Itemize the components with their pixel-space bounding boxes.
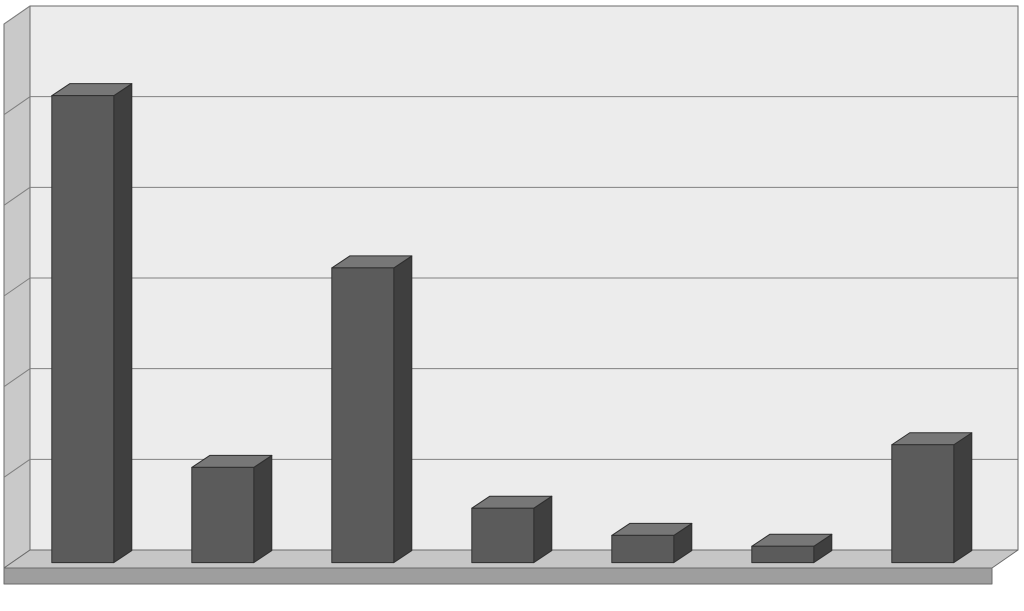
bar-2 [332,256,412,563]
bar-5 [752,534,832,562]
bar-0 [52,84,132,563]
bar-1 [192,455,272,562]
bar-chart-3d [0,0,1024,611]
bar-3 [472,496,552,562]
chart-svg [0,0,1024,611]
bar-6 [892,433,972,563]
bar-4 [612,523,692,562]
